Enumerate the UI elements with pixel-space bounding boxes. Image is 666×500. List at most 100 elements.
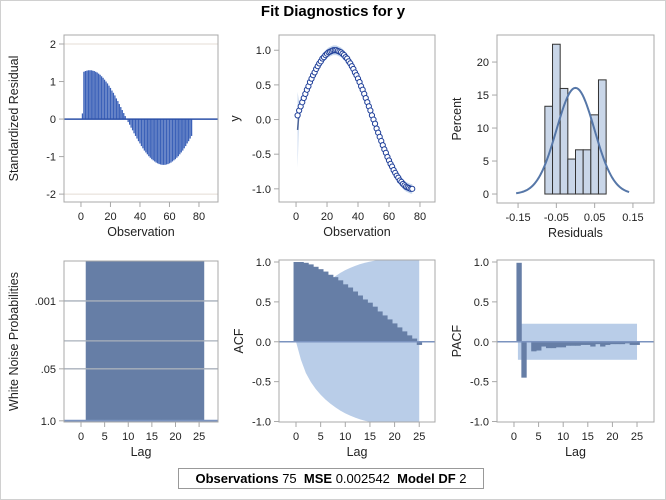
acf-bar: [303, 262, 309, 342]
histogram-bar: [597, 79, 607, 195]
x-tick-label: 10: [557, 431, 569, 443]
pacf-bar: [595, 341, 601, 345]
x-tick-label: 80: [414, 211, 426, 223]
y-tick-label: 20: [477, 57, 489, 69]
x-tick-label: 10: [339, 431, 351, 443]
acf-bar: [367, 302, 373, 342]
x-axis-label: Lag: [565, 445, 586, 459]
pacf-bar: [555, 341, 562, 348]
y-tick-label: -2: [46, 189, 56, 201]
x-axis-label: Residuals: [548, 226, 603, 240]
axes: 0 5 10 15 20 25 -1.0 -0.5 0.0 0.5 1.0 Lag ACF: [232, 257, 436, 459]
plot-frame: [278, 259, 436, 423]
pacf-bar: [624, 341, 631, 344]
x-tick-label: 80: [193, 211, 205, 223]
axes: 0 5 10 15 20 25 1.0 .05 .001 Lag White Noise Proba…: [7, 260, 219, 459]
x-tick-label: -0.05: [544, 212, 569, 224]
x-tick-label: 20: [388, 431, 400, 443]
plot-area: [64, 261, 218, 422]
y-tick-label: 1.0: [474, 257, 489, 269]
y-tick-label: 0.5: [474, 297, 489, 309]
axes: 0 5 10 15 20 25 -1.0 -0.5 0.0 0.5 1.0 Lag PACF: [450, 257, 655, 459]
pacf-bar: [570, 341, 576, 346]
plot-frame: [63, 34, 219, 203]
x-tick-label: 0: [511, 431, 517, 443]
acf-bar: [308, 264, 314, 342]
x-tick-label: 40: [352, 211, 364, 223]
pacf-bar: [590, 341, 596, 347]
acf-bar: [416, 341, 423, 345]
plot-area: [294, 45, 416, 194]
pacf-bar: [560, 341, 567, 348]
y-axis-label: ACF: [232, 328, 246, 353]
acf-bar: [406, 335, 413, 342]
acf-bar: [328, 274, 334, 342]
pacf-bar: [580, 341, 586, 345]
x-tick-label: 0: [78, 431, 84, 443]
acf-bar: [337, 280, 344, 342]
x-axis-label: Observation: [323, 225, 390, 239]
observations-value: 75: [282, 471, 297, 486]
y-axis-label: Percent: [450, 97, 464, 141]
acf-bar: [382, 315, 388, 342]
acf-bar: [293, 261, 299, 342]
pacf-bar: [575, 341, 581, 346]
plot-area: [497, 262, 654, 378]
x-tick-label: 0: [293, 431, 299, 443]
mse-value: 0.002542: [335, 471, 390, 486]
x-tick-label: 60: [383, 211, 395, 223]
acf-bar: [298, 261, 304, 342]
acf-bar: [323, 271, 329, 342]
x-tick-label: 20: [606, 431, 618, 443]
chart-pacf: 0 5 10 15 20 25 -1.0 -0.5 0.0 0.5 1.0 Lag PACF: [450, 257, 655, 459]
mse-label: MSE: [303, 471, 333, 486]
y-tick-label: 0.0: [256, 115, 271, 127]
acf-bar: [397, 327, 403, 342]
y-tick-label: 2: [50, 39, 56, 51]
x-tick-label: 20: [321, 211, 333, 223]
x-tick-label: 5: [102, 431, 108, 443]
pacf-bar: [585, 341, 591, 345]
x-tick-label: 5: [318, 431, 324, 443]
plot-frame: [496, 34, 655, 204]
plot-frame: [278, 34, 436, 203]
y-tick-label: 1.0: [256, 45, 271, 57]
x-tick-label: 15: [364, 431, 376, 443]
y-tick-label: 0: [50, 114, 56, 126]
acf-bar: [377, 311, 383, 342]
y-tick-label: 10: [477, 123, 489, 135]
histogram-bar: [559, 87, 569, 195]
acf-bar: [392, 323, 398, 342]
y-tick-label: 0.0: [256, 337, 271, 349]
y-tick-label: 0.5: [256, 297, 271, 309]
x-tick-label: 5: [536, 431, 542, 443]
figure-title: Fit Diagnostics for y: [260, 3, 406, 20]
acf-bar: [352, 291, 359, 342]
histogram-bar: [567, 158, 577, 195]
acf-bar: [342, 284, 349, 342]
x-axis-label: Lag: [347, 445, 368, 459]
chart-histogram: -0.15 -0.05 0.05 0.15 0 5 10 15 20 Residuals Perce…: [450, 34, 655, 240]
y-tick-label: 15: [477, 90, 489, 102]
pacf-bar: [545, 341, 552, 349]
x-tick-label: 25: [631, 431, 643, 443]
acf-bar: [332, 277, 339, 342]
acf-bar: [387, 319, 393, 342]
pacf-bar: [614, 341, 621, 345]
x-tick-label: 25: [193, 431, 205, 443]
acf-bar: [362, 299, 368, 342]
plot-area: [516, 43, 630, 195]
y-tick-label: .05: [41, 364, 56, 376]
x-axis-label: Observation: [107, 225, 174, 239]
chart-white-noise: 0 5 10 15 20 25 1.0 .05 .001 Lag White Noise Proba…: [7, 260, 219, 459]
y-axis-label: PACF: [450, 324, 464, 357]
x-tick-label: 15: [146, 431, 158, 443]
model-df-value: 2: [459, 471, 467, 486]
plot-frame: [496, 259, 655, 423]
x-tick-label: 60: [163, 211, 175, 223]
x-tick-label: -0.15: [506, 212, 531, 224]
x-tick-label: 25: [413, 431, 425, 443]
y-tick-label: -0.5: [252, 377, 271, 389]
axes: -0.15 -0.05 0.05 0.15 0 5 10 15 20 Residuals Perce…: [450, 34, 655, 240]
pacf-bar: [565, 341, 571, 346]
